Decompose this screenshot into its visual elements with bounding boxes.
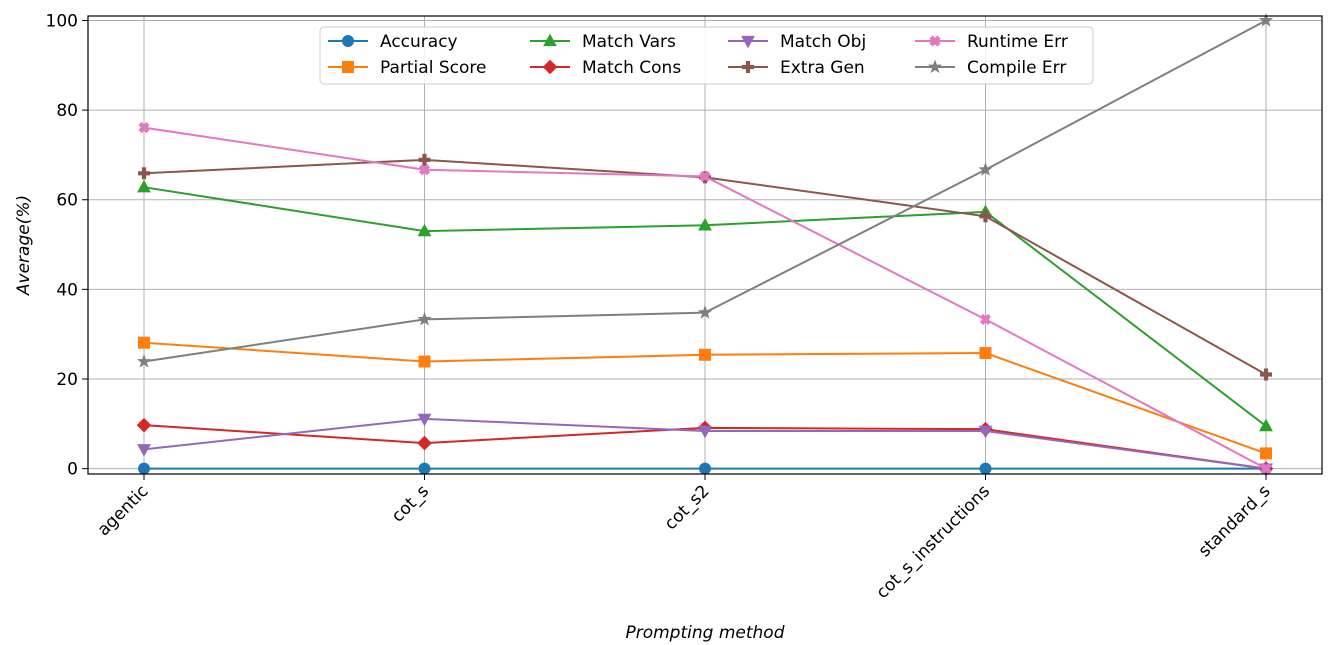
data-point-extra-gen [979, 210, 992, 223]
legend-label: Match Obj [780, 32, 866, 52]
legend-label: Match Vars [582, 32, 676, 52]
data-point-runtime-err [418, 164, 431, 176]
data-point-match-cons [136, 417, 152, 433]
data-point-extra-gen [1260, 368, 1272, 381]
legend-swatch-marker [342, 35, 354, 47]
legend-swatch-marker [342, 61, 354, 73]
legend-entry-extra-gen: Extra Gen [728, 58, 865, 78]
series-runtime-err [138, 122, 1272, 475]
data-point-runtime-err [699, 170, 711, 183]
legend-swatch-marker [742, 61, 754, 73]
data-point-accuracy [138, 462, 150, 475]
data-point-partial-score [699, 348, 711, 361]
legend-label: Runtime Err [967, 32, 1068, 52]
data-point-compile-err [978, 162, 993, 176]
legend-label: Extra Gen [780, 58, 865, 78]
y-tick-label: 80 [56, 101, 78, 121]
y-tick-label: 60 [56, 191, 78, 211]
legend-label: Match Cons [582, 58, 681, 78]
data-point-match-cons [417, 435, 432, 451]
data-point-runtime-err [138, 122, 150, 134]
legend-swatch-marker [927, 59, 943, 74]
data-point-partial-score [418, 355, 431, 368]
data-point-compile-err [136, 353, 152, 368]
legend: Accuracy Partial Score Match Vars Match Con… [319, 26, 1094, 85]
legend-entry-partial-score: Partial Score [328, 58, 486, 78]
data-point-match-vars [1259, 418, 1273, 432]
legend-swatch-marker [741, 35, 755, 49]
data-point-runtime-err [979, 313, 992, 325]
y-tick-label: 40 [56, 280, 78, 300]
data-point-match-vars [137, 179, 151, 193]
data-point-compile-err [1258, 12, 1274, 27]
data-point-accuracy [699, 462, 711, 475]
data-point-partial-score [1260, 447, 1272, 460]
data-point-accuracy [418, 462, 431, 475]
legend-label: Partial Score [380, 58, 486, 78]
series-partial-score [138, 336, 1272, 460]
series-layer [136, 12, 1274, 476]
data-point-match-obj [978, 425, 993, 439]
y-tick-label: 20 [56, 370, 78, 390]
legend-entry-match-vars: Match Vars [530, 32, 676, 52]
data-point-compile-err [417, 311, 432, 326]
series-compile-err [136, 12, 1274, 368]
data-point-extra-gen [138, 167, 150, 180]
y-tick-label: 100 [46, 11, 78, 31]
data-point-partial-score [138, 336, 150, 349]
data-point-accuracy [979, 462, 992, 475]
y-tick-label: 0 [67, 460, 78, 480]
data-point-match-obj [698, 425, 712, 439]
legend-entry-runtime-err: Runtime Err [915, 32, 1068, 52]
legend-entry-match-obj: Match Obj [728, 32, 866, 52]
legend-swatch-marker [543, 33, 557, 47]
y-axis: 0 20 40 60 80 100 [46, 11, 88, 480]
data-point-match-vars [417, 223, 432, 237]
x-axis-label: Prompting method [625, 623, 784, 643]
legend-entry-match-cons: Match Cons [530, 58, 681, 78]
data-point-compile-err [697, 305, 713, 319]
legend-box [319, 26, 1094, 85]
legend-label: Compile Err [967, 58, 1066, 78]
data-point-partial-score [979, 347, 992, 360]
y-axis-label: Average(%) [14, 195, 34, 296]
legend-swatch-marker [542, 59, 558, 75]
data-point-match-vars [698, 217, 712, 231]
legend-entry-compile-err: Compile Err [915, 58, 1066, 78]
legend-entry-accuracy: Accuracy [328, 32, 458, 52]
legend-label: Accuracy [380, 32, 458, 52]
grid [88, 16, 1322, 474]
data-point-match-obj [137, 444, 151, 457]
data-point-match-obj [417, 413, 432, 427]
legend-swatch-marker [929, 35, 941, 47]
